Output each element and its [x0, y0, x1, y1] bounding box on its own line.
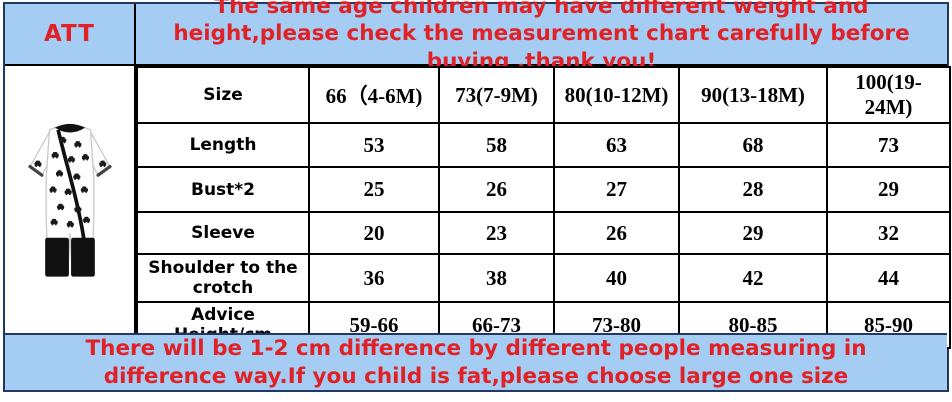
table-cell: 28 — [678, 166, 828, 213]
header-bar: ATT The same age children may have diffe… — [5, 0, 947, 74]
table-cell: 68 — [678, 122, 828, 168]
table-cell: 53 — [308, 122, 440, 168]
baby-romper-image — [27, 123, 112, 277]
table-cell: 23 — [438, 211, 555, 255]
table-row-bust: Bust*2 25 26 27 28 29 — [136, 166, 951, 213]
table-cell: 27 — [553, 166, 680, 213]
brand-badge: ATT — [5, 4, 136, 64]
row-label-length: Length — [136, 122, 310, 168]
column-header-73: 73(7-9M) — [438, 66, 555, 124]
chart-body: Size 66（4-6M) 73(7-9M) 80(10-12M) 90(13-… — [5, 66, 951, 349]
table-cell: 20 — [308, 211, 440, 255]
table-cell: 32 — [826, 211, 951, 255]
table-cell: 40 — [553, 253, 680, 303]
row-label-sleeve: Sleeve — [136, 211, 310, 255]
table-cell: 36 — [308, 253, 440, 303]
table-cell: 38 — [438, 253, 555, 303]
header-notice: The same age children may have different… — [173, 0, 910, 74]
table-cell: 25 — [308, 166, 440, 213]
column-header-66: 66（4-6M) — [308, 66, 440, 124]
column-header-90: 90(13-18M) — [678, 66, 828, 124]
table-cell: 42 — [678, 253, 828, 303]
table-row-length: Length 53 58 63 68 73 — [136, 122, 951, 168]
column-header-100: 100(19-24M) — [826, 66, 951, 124]
table-cell: 26 — [553, 211, 680, 255]
table-cell: 73 — [826, 122, 951, 168]
row-label-bust: Bust*2 — [136, 166, 310, 213]
table-cell: 58 — [438, 122, 555, 168]
table-cell: 26 — [438, 166, 555, 213]
product-image-cell — [5, 66, 136, 333]
table-row-sleeve: Sleeve 20 23 26 29 32 — [136, 211, 951, 255]
table-cell: 29 — [678, 211, 828, 255]
row-label-shoulder: Shoulder to the crotch — [136, 253, 310, 303]
size-table: Size 66（4-6M) 73(7-9M) 80(10-12M) 90(13-… — [136, 66, 951, 349]
column-header-size: Size — [136, 66, 310, 124]
column-header-80: 80(10-12M) — [553, 66, 680, 124]
table-cell: 29 — [826, 166, 951, 213]
table-row-size: Size 66（4-6M) 73(7-9M) 80(10-12M) 90(13-… — [136, 66, 951, 124]
size-chart-sheet: ATT The same age children may have diffe… — [3, 0, 951, 392]
footer-note: There will be 1-2 cm difference by diffe… — [5, 333, 947, 390]
table-cell: 44 — [826, 253, 951, 303]
table-row-shoulder: Shoulder to the crotch 36 38 40 42 44 — [136, 253, 951, 303]
table-cell: 63 — [553, 122, 680, 168]
